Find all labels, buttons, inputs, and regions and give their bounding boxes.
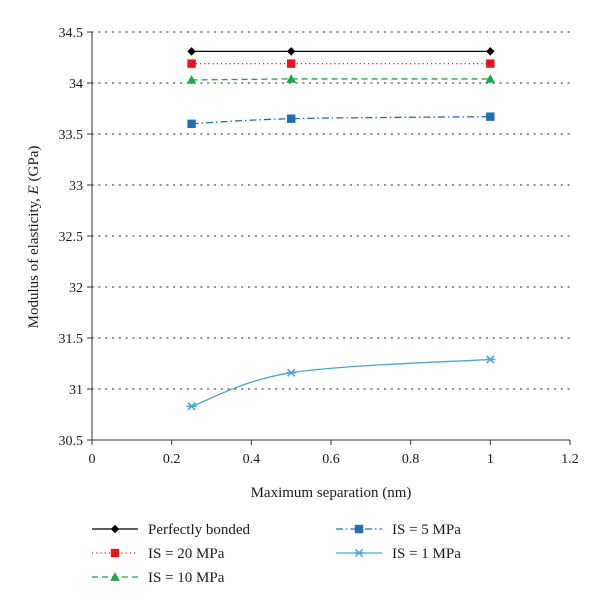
legend-marker bbox=[354, 524, 364, 534]
series-layer bbox=[186, 47, 496, 411]
y-tick-label: 33 bbox=[69, 179, 83, 194]
legend-label: IS = 10 MPa bbox=[148, 570, 225, 586]
legend-marker bbox=[110, 548, 120, 558]
x-tick-label: 0.4 bbox=[243, 452, 261, 467]
y-tick-label: 30.5 bbox=[59, 434, 84, 449]
data-point bbox=[486, 112, 495, 121]
tick-labels: 30.5 31 31.5 32 32.5 33 33.5 34 34.5 0 0.2 0.4 0.6 0.… bbox=[59, 26, 579, 467]
y-tick-label: 34.5 bbox=[59, 26, 84, 41]
x-tick-label: 1.2 bbox=[561, 452, 579, 467]
y-tick-label: 32.5 bbox=[59, 230, 84, 245]
data-point bbox=[286, 47, 296, 56]
y-tick-label: 31.5 bbox=[59, 332, 84, 347]
y-axis-title-suffix: (GPa) bbox=[26, 146, 42, 186]
x-axis-title: Maximum separation (nm) bbox=[251, 485, 412, 501]
x-tick-label: 0 bbox=[89, 452, 96, 467]
data-point bbox=[186, 75, 197, 84]
series-0 bbox=[187, 47, 495, 56]
x-tick-label: 0.2 bbox=[163, 452, 181, 467]
series-line bbox=[191, 358, 491, 407]
x-tick-label: 1 bbox=[487, 452, 494, 467]
legend-label: IS = 5 MPa bbox=[392, 522, 461, 538]
data-point bbox=[187, 119, 196, 128]
legend-label: IS = 1 MPa bbox=[392, 546, 461, 562]
data-point bbox=[286, 74, 296, 83]
y-axis-title-variable: E bbox=[26, 185, 42, 195]
series-3 bbox=[187, 112, 495, 128]
axes bbox=[87, 31, 571, 445]
data-point bbox=[485, 355, 496, 364]
y-tick-label: 31 bbox=[69, 383, 83, 398]
y-axis-title-prefix: Modulus of elasticity, bbox=[26, 194, 42, 328]
legend-item-3: IS = 5 MPa bbox=[336, 522, 461, 538]
series-1 bbox=[187, 59, 495, 68]
data-point bbox=[286, 114, 296, 123]
y-axis-title: Modulus of elasticity, E (GPa) bbox=[26, 146, 42, 329]
data-point bbox=[486, 47, 495, 56]
x-tick-label: 0.6 bbox=[322, 452, 340, 467]
legend-label: IS = 20 MPa bbox=[148, 546, 225, 562]
series-2 bbox=[186, 74, 496, 84]
legend-item-2: IS = 10 MPa bbox=[92, 570, 225, 586]
series-4 bbox=[186, 355, 496, 411]
series-line bbox=[191, 78, 491, 81]
y-tick-label: 32 bbox=[69, 281, 83, 296]
legend-item-4: IS = 1 MPa bbox=[336, 546, 461, 562]
legend-marker bbox=[354, 548, 364, 558]
legend: Perfectly bonded IS = 20 MPa IS = 10 MPa IS… bbox=[92, 522, 461, 586]
data-point bbox=[286, 368, 297, 377]
grid bbox=[91, 31, 571, 390]
x-tick-label: 0.8 bbox=[402, 452, 420, 467]
data-point bbox=[187, 59, 196, 68]
y-tick-label: 34 bbox=[69, 77, 83, 92]
data-point bbox=[186, 402, 197, 411]
series-line bbox=[191, 116, 491, 125]
data-point bbox=[486, 59, 495, 68]
legend-marker bbox=[110, 524, 120, 534]
data-point bbox=[187, 47, 196, 56]
legend-item-1: IS = 20 MPa bbox=[92, 546, 225, 562]
legend-label: Perfectly bonded bbox=[148, 522, 251, 538]
legend-marker bbox=[110, 572, 120, 581]
data-point bbox=[286, 59, 296, 68]
data-point bbox=[485, 74, 496, 83]
y-tick-label: 33.5 bbox=[59, 128, 84, 143]
legend-item-0: Perfectly bonded bbox=[92, 522, 251, 538]
